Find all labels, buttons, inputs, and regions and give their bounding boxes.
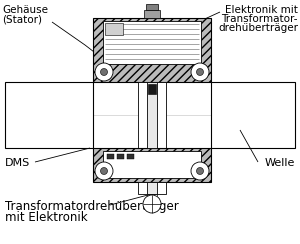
Bar [211,82,295,148]
Bar [93,148,211,182]
Bar [93,18,211,82]
Circle shape [196,69,203,75]
Text: DMS: DMS [5,158,30,168]
Circle shape [191,63,209,81]
Text: Gehäuse: Gehäuse [2,5,48,15]
Circle shape [95,162,113,180]
Circle shape [191,162,209,180]
Circle shape [196,167,203,174]
Bar [138,82,166,148]
Bar [144,10,160,18]
Circle shape [95,63,113,81]
Bar [127,154,134,159]
Bar [117,154,124,159]
Bar [148,84,156,94]
Bar [5,82,93,148]
Text: Transformator-: Transformator- [221,14,298,24]
Bar [107,154,114,159]
Bar [147,82,157,148]
Bar [146,4,158,10]
Circle shape [143,195,161,213]
Text: drehüberträger: drehüberträger [218,23,298,33]
Bar [105,23,123,35]
Text: (Stator): (Stator) [2,14,42,24]
Text: Welle: Welle [265,158,295,168]
Bar [138,182,166,194]
Bar [103,21,201,64]
Bar [103,151,201,178]
Bar [147,182,157,194]
Circle shape [100,167,107,174]
Text: Elektronik mit: Elektronik mit [225,5,298,15]
Text: Transformatordrehübertrager: Transformatordrehübertrager [5,200,179,213]
Text: mit Elektronik: mit Elektronik [5,211,88,224]
Circle shape [100,69,107,75]
